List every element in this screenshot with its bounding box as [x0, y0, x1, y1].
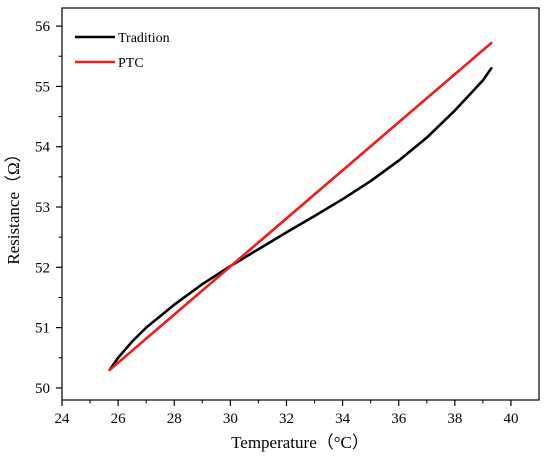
y-tick-label: 56 [35, 19, 51, 35]
series-line-tradition [108, 67, 493, 372]
y-tick-label: 55 [35, 79, 50, 95]
series-group [108, 41, 493, 372]
y-tick-label: 52 [35, 260, 50, 276]
x-axis-title: Temperature（°C） [231, 433, 369, 452]
y-axis-title: Resistance（Ω） [4, 145, 23, 264]
plot-frame [61, 7, 540, 401]
x-tick-label: 30 [223, 411, 238, 427]
x-tick-label: 38 [447, 411, 462, 427]
legend-label: Tradition [118, 31, 170, 46]
y-tick-label: 51 [35, 321, 50, 337]
x-tick-label: 36 [391, 411, 407, 427]
axis-ticks: 24 26 28 30 32 34 36 38 40 50 51 52 53 54 55 56 [35, 19, 518, 427]
y-tick-label: 50 [35, 381, 50, 397]
y-tick-label: 54 [35, 140, 51, 156]
x-tick-label: 28 [167, 411, 182, 427]
x-tick-label: 40 [503, 411, 518, 427]
x-tick-label: 26 [111, 411, 127, 427]
x-tick-label: 32 [279, 411, 294, 427]
series-line-ptc [108, 41, 493, 372]
y-tick-label: 53 [35, 200, 50, 216]
legend-label: PTC [118, 56, 144, 71]
legend: Tradition PTC [75, 31, 170, 71]
x-tick-label: 34 [335, 411, 351, 427]
x-tick-label: 24 [55, 411, 71, 427]
